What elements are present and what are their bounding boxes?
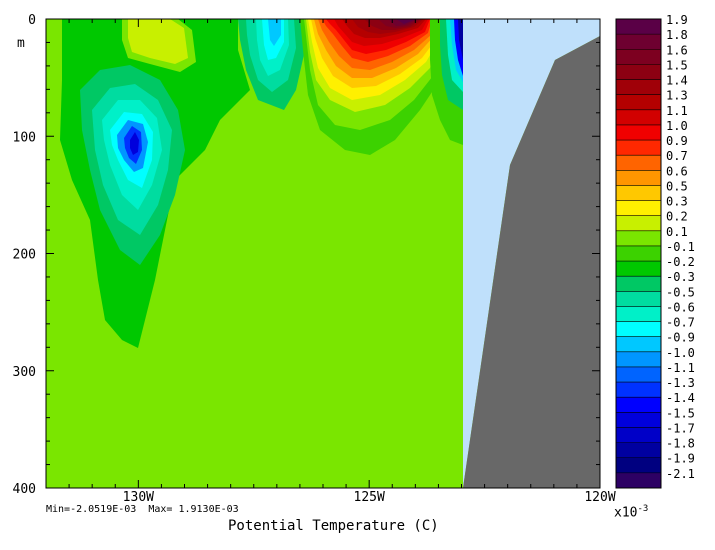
colorbar-swatch [616, 382, 661, 398]
colorbar-swatch [616, 64, 661, 80]
y-axis-unit-label: m [17, 36, 25, 51]
contour-level-0.2 [128, 19, 188, 64]
colorbar-label: 1.3 [666, 89, 688, 103]
colorbar-swatch [616, 185, 661, 201]
colorbar-label: 1.9 [666, 13, 688, 27]
colorbar-label: 0.3 [666, 195, 688, 209]
colorbar-swatch [616, 412, 661, 428]
colorbar-swatch [616, 109, 661, 126]
colorbar-swatch [616, 140, 661, 156]
y-tick-label: 200 [13, 248, 36, 263]
colorbar-label: 0.7 [666, 149, 688, 163]
colorbar-swatch [616, 397, 661, 413]
colorbar-label: -1.1 [666, 361, 695, 375]
y-tick-label: 400 [13, 482, 36, 497]
colorbar-swatch [616, 351, 661, 368]
x-tick-label: 120W [584, 490, 615, 505]
y-tick-label: 0 [28, 13, 36, 28]
colorbar-label: -1.4 [666, 391, 695, 405]
colorbar-label: 0.6 [666, 164, 688, 178]
y-tick-label: 300 [13, 365, 36, 380]
colorbar-label: -1.5 [666, 406, 695, 420]
colorbar-swatch [616, 19, 661, 35]
colorbar-label: 0.2 [666, 210, 688, 224]
colorbar-swatch [616, 261, 661, 277]
colorbar-label: -0.5 [666, 285, 695, 299]
colorbar-label: 1.5 [666, 58, 688, 72]
contour-level--1.5 [130, 132, 139, 155]
colorbar-swatch [616, 124, 661, 141]
max-stat: Max= 1.9130E-03 [148, 504, 239, 515]
y-tick-label: 100 [13, 130, 36, 145]
colorbar-swatch [616, 366, 661, 383]
chart-title: Potential Temperature (C) [228, 518, 439, 534]
colorbar-label: -1.8 [666, 437, 695, 451]
x-tick-label: 130W [123, 490, 154, 505]
colorbar-swatch [616, 276, 661, 292]
min-max-stats: Min=-2.0519E-03 Max= 1.9130E-03 [46, 504, 239, 515]
colorbar-swatch [616, 230, 661, 247]
colorbar-swatch [616, 472, 661, 489]
colorbar-label: -0.2 [666, 255, 695, 269]
colorbar-label: 1.4 [666, 74, 688, 88]
contour-level-0.1 [46, 24, 463, 488]
colorbar-label: -0.6 [666, 300, 695, 314]
contour-level--0.9 [268, 19, 281, 46]
colorbar-swatch [616, 155, 661, 171]
colorbar-label: 1.0 [666, 119, 688, 133]
colorbar-swatch [616, 34, 661, 50]
colorbar-label: 1.1 [666, 104, 688, 118]
contour-level-1.9 [396, 19, 416, 24]
colorbar-swatch [616, 457, 661, 474]
colorbar-swatch [616, 321, 661, 338]
colorbar-label: -1.7 [666, 421, 695, 435]
colorbar-swatch [616, 245, 661, 262]
colorbar-swatch [616, 79, 661, 95]
colorbar-swatch [616, 170, 661, 186]
colorbar-swatch [616, 427, 661, 443]
shelf-region [463, 19, 600, 488]
colorbar-label: 0.5 [666, 179, 688, 193]
colorbar-label: -0.3 [666, 270, 695, 284]
colorbar-swatch [616, 94, 661, 111]
land-region [463, 36, 600, 488]
colorbar-label: -2.1 [666, 467, 695, 481]
contour-level--1.8e [458, 19, 463, 60]
colorbar-frame [615, 18, 662, 489]
x-tick-label: 125W [354, 490, 385, 505]
colorbar-label: -0.1 [666, 240, 695, 254]
colorbar-label: -0.7 [666, 316, 695, 330]
colorbar-multiplier: x10-3 [614, 504, 649, 521]
colorbar-label: -1.0 [666, 346, 695, 360]
colorbar-label: -0.9 [666, 331, 695, 345]
colorbar-swatch [616, 442, 661, 459]
colorbar-label: 0.9 [666, 134, 688, 148]
min-stat: Min=-2.0519E-03 [46, 504, 137, 515]
colorbar-swatch [616, 215, 661, 232]
colorbar-label: -1.3 [666, 376, 695, 390]
colorbar-label: 1.6 [666, 43, 688, 57]
colorbar-swatch [616, 49, 661, 65]
colorbar-swatch [616, 200, 661, 216]
colorbar-swatch [616, 306, 661, 322]
colorbar-swatch [616, 336, 661, 353]
colorbar-swatch [616, 291, 661, 307]
colorbar-label: 0.1 [666, 225, 688, 239]
colorbar-label: 1.8 [666, 28, 688, 42]
colorbar-label: -1.9 [666, 452, 695, 466]
